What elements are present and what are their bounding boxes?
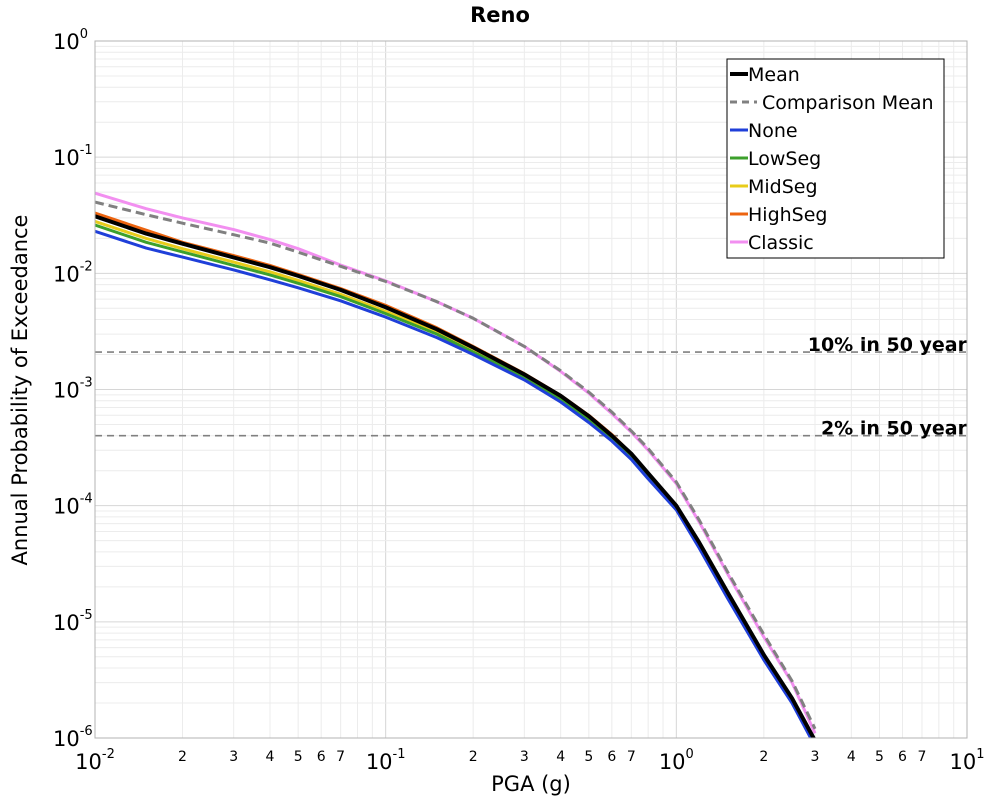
x-major-tick-label: 100 [659,747,694,774]
series-line-mean [95,214,816,738]
x-minor-tick-label: 7 [627,749,636,765]
x-minor-tick-label: 4 [847,749,856,765]
x-major-tick-label: 10-2 [75,747,115,774]
reference-lines: 10% in 50 year 2% in 50 year [95,334,968,440]
legend: Mean Comparison Mean None LowSeg MidSeg HighS… [726,58,945,259]
x-minor-tick-label: 6 [607,749,616,765]
legend-entry-label: MidSeg [748,176,818,198]
legend-box [726,58,945,259]
x-minor-tick-label: 6 [898,749,907,765]
legend-entry-label: Comparison Mean [762,92,934,114]
x-minor-tick-label: 3 [811,749,820,765]
x-minor-tick-label: 5 [875,749,884,765]
x-minor-tick-label: 2 [469,749,478,765]
x-minor-tick-label: 3 [229,749,238,765]
series-line-none [95,229,813,738]
x-minor-tick-label: 4 [266,749,275,765]
x-minor-tick-label: 2 [178,749,187,765]
x-minor-tick-label: 3 [520,749,529,765]
y-axis-label: Annual Probability of Exceedance [8,215,32,566]
x-minor-tick-label: 5 [584,749,593,765]
y-major-tick-label: 10-2 [53,259,93,286]
chart-title: Reno [470,3,530,27]
x-major-tick-label: 101 [949,747,984,774]
legend-entry-label: HighSeg [748,204,827,226]
x-minor-tick-label: 5 [294,749,303,765]
x-major-tick-label: 10-1 [366,747,406,774]
x-axis-label: PGA (g) [491,772,571,796]
legend-entry-label: None [748,120,798,142]
x-minor-tick-label: 2 [759,749,768,765]
y-major-tick-label: 10-1 [53,143,93,170]
x-minor-tick-label: 4 [556,749,565,765]
legend-entry-label: Classic [748,232,814,254]
reference-line-label: 2% in 50 year [821,418,968,440]
y-major-tick-label: 10-6 [53,724,93,751]
x-minor-tick-label: 6 [317,749,326,765]
y-major-tick-label: 10-5 [53,608,93,635]
y-major-tick-label: 100 [53,27,88,54]
legend-entry-label: Mean [748,64,800,86]
grid-layer [94,41,967,739]
x-minor-tick-label: 7 [918,749,927,765]
plot-frame [94,40,968,739]
series-layer [95,191,817,738]
series-line-comparison-mean [95,200,817,730]
legend-entry-label: LowSeg [748,148,821,170]
reference-line-label: 10% in 50 year [808,334,968,356]
y-major-tick-label: 10-3 [53,376,93,403]
x-minor-tick-label: 7 [336,749,345,765]
y-major-tick-label: 10-4 [53,492,93,519]
